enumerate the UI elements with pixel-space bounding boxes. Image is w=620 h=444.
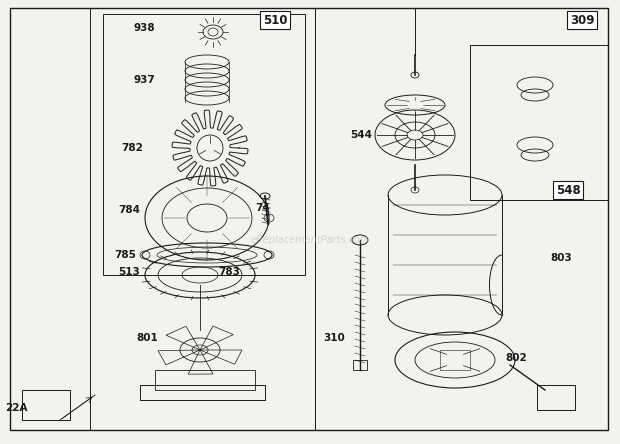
Text: 803: 803 [551, 253, 572, 263]
Text: 513: 513 [118, 267, 140, 277]
Text: eReplacementParts.com: eReplacementParts.com [250, 235, 370, 245]
Bar [353, 360, 367, 370]
Text: 510: 510 [263, 13, 287, 27]
Text: 782: 782 [121, 143, 143, 153]
Bar [315, 8, 608, 430]
Text: 548: 548 [556, 183, 580, 197]
Bar [103, 14, 305, 275]
Bar [155, 370, 255, 390]
Bar [140, 385, 265, 400]
Bar [440, 350, 470, 370]
Bar [22, 390, 70, 420]
Text: 801: 801 [136, 333, 158, 343]
Text: 544: 544 [350, 130, 372, 140]
Text: 783: 783 [218, 267, 240, 277]
Text: 22A: 22A [6, 403, 28, 413]
Text: 802: 802 [505, 353, 527, 363]
Bar [90, 8, 315, 430]
Text: 310: 310 [323, 333, 345, 343]
Text: 938: 938 [133, 23, 155, 33]
Text: 309: 309 [570, 13, 594, 27]
Text: 784: 784 [118, 205, 140, 215]
Bar [537, 385, 575, 410]
Text: 937: 937 [133, 75, 155, 85]
Text: 74: 74 [255, 203, 270, 213]
Text: 785: 785 [114, 250, 136, 260]
Bar [470, 45, 608, 200]
